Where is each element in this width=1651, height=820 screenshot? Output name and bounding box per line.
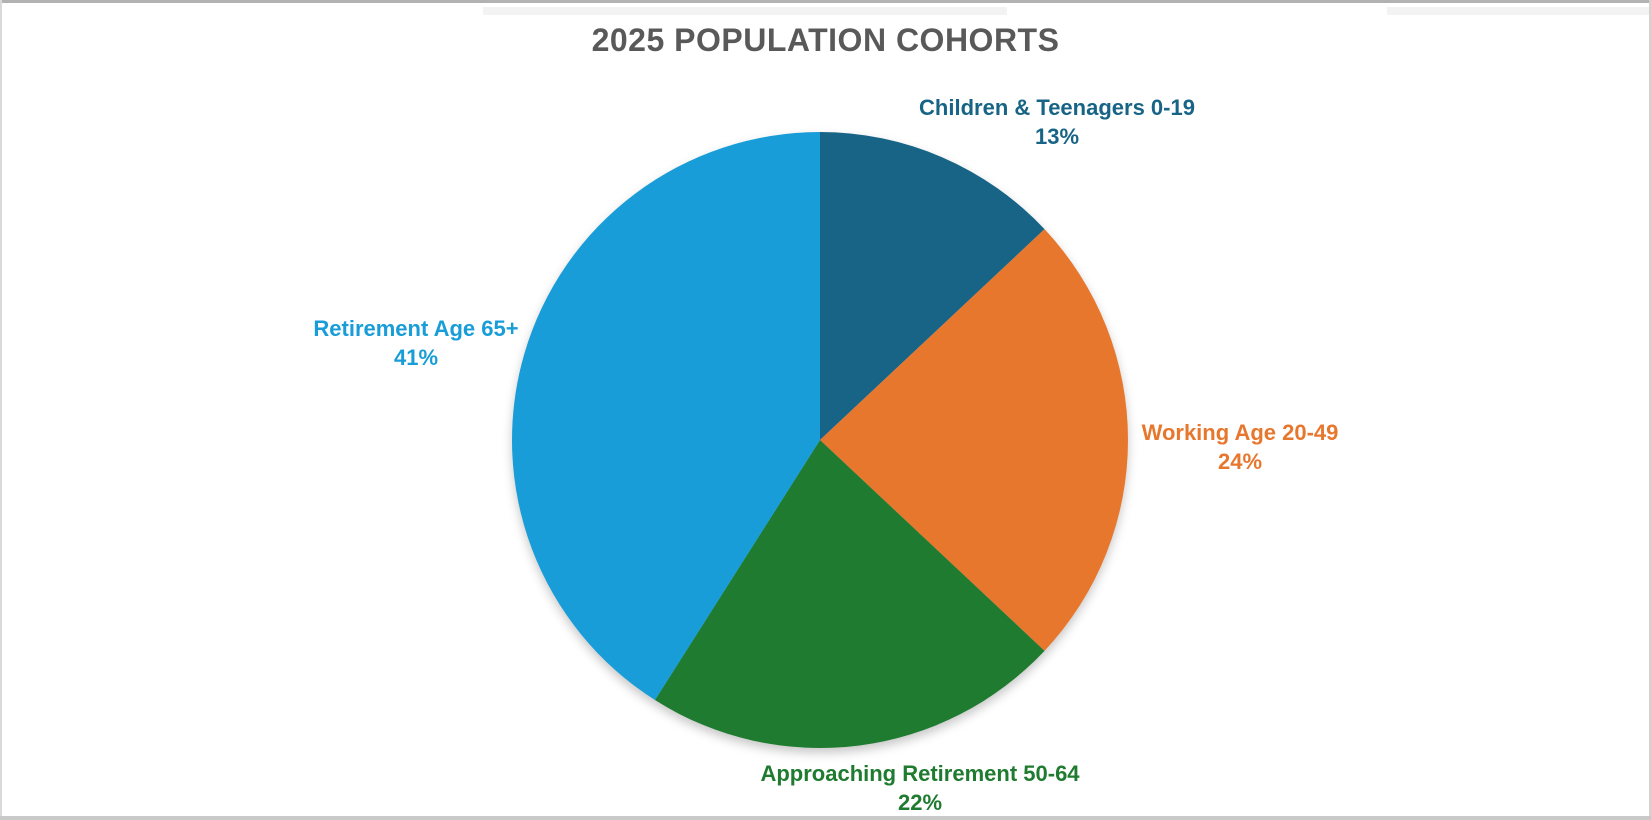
data-label-percentage: 41% (393, 345, 439, 370)
data-label-percentage: 24% (1217, 449, 1263, 474)
data-label-category: Retirement Age 65+ (313, 316, 519, 341)
data-label-category: Approaching Retirement 50-64 (760, 761, 1080, 786)
data-label-working-age: Working Age 20-49 24% (1142, 418, 1339, 476)
pie-slice-2[interactable] (654, 440, 1045, 748)
background-strip (1387, 7, 1651, 15)
pie-slice-3[interactable] (512, 132, 820, 701)
data-label-percentage: 13% (1034, 124, 1080, 149)
pie-slice-1[interactable] (820, 229, 1128, 651)
window-border-left (0, 0, 2, 820)
window-border-top (0, 0, 1651, 3)
window-border-right (1649, 0, 1651, 820)
data-label-retirement-age: Retirement Age 65+ 41% (313, 314, 518, 372)
data-label-category: Children & Teenagers 0-19 (919, 95, 1195, 120)
data-label-percentage: 22% (897, 790, 943, 815)
data-label-children-teenagers: Children & Teenagers 0-19 13% (919, 93, 1195, 151)
background-strip (483, 7, 1007, 15)
pie-slice-0[interactable] (820, 132, 1045, 440)
chart-title: 2025 POPULATION COHORTS (591, 22, 1060, 58)
data-label-category: Working Age 20-49 (1141, 420, 1339, 445)
window-border-bottom (0, 816, 1651, 820)
data-label-approaching-retirement: Approaching Retirement 50-64 22% (760, 759, 1079, 817)
